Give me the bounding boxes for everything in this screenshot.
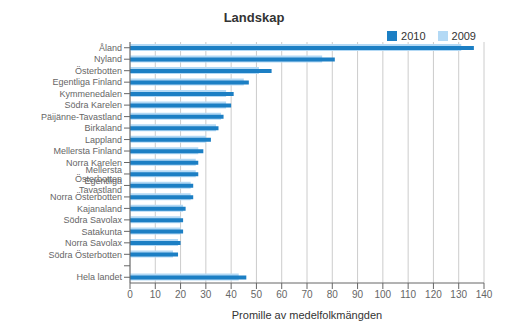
svg-text:Birkaland: Birkaland [84, 123, 122, 133]
svg-text:Österbotten: Österbotten [75, 66, 122, 76]
svg-text:120: 120 [425, 289, 442, 300]
svg-text:Lappland: Lappland [85, 135, 122, 145]
svg-text:Kymmenedalen: Kymmenedalen [59, 89, 122, 99]
svg-text:30: 30 [200, 289, 212, 300]
svg-text:Egentliga Finland: Egentliga Finland [52, 77, 122, 87]
svg-text:40: 40 [226, 289, 238, 300]
svg-text:Södra Karelen: Södra Karelen [64, 100, 122, 110]
svg-text:110: 110 [400, 289, 416, 300]
svg-text:Norra Savolax: Norra Savolax [65, 238, 123, 248]
svg-text:0: 0 [127, 289, 133, 300]
svg-text:Satakunta: Satakunta [81, 227, 122, 237]
svg-text:90: 90 [352, 289, 364, 300]
svg-text:Åland: Åland [99, 43, 122, 53]
svg-text:50: 50 [251, 289, 263, 300]
svg-text:70: 70 [301, 289, 313, 300]
svg-text:140: 140 [476, 289, 493, 300]
svg-text:Mellersta Finland: Mellersta Finland [53, 146, 122, 156]
svg-text:20: 20 [175, 289, 187, 300]
svg-text:60: 60 [276, 289, 288, 300]
svg-text:80: 80 [327, 289, 339, 300]
svg-text:Promille av medelfolkmängden: Promille av medelfolkmängden [232, 309, 382, 321]
svg-text:Hela landet: Hela landet [76, 272, 122, 282]
svg-text:Päijänne-Tavastland: Päijänne-Tavastland [41, 112, 122, 122]
svg-text:10: 10 [150, 289, 162, 300]
svg-text:Kajanaland: Kajanaland [77, 204, 122, 214]
svg-text:Södra Österbotten: Södra Österbotten [48, 250, 122, 260]
svg-text:130: 130 [450, 289, 467, 300]
svg-text:Nyland: Nyland [94, 54, 122, 64]
svg-text:Norra Österbotten: Norra Österbotten [50, 192, 122, 202]
svg-text:Södra Savolax: Södra Savolax [63, 215, 122, 225]
svg-text:100: 100 [375, 289, 392, 300]
